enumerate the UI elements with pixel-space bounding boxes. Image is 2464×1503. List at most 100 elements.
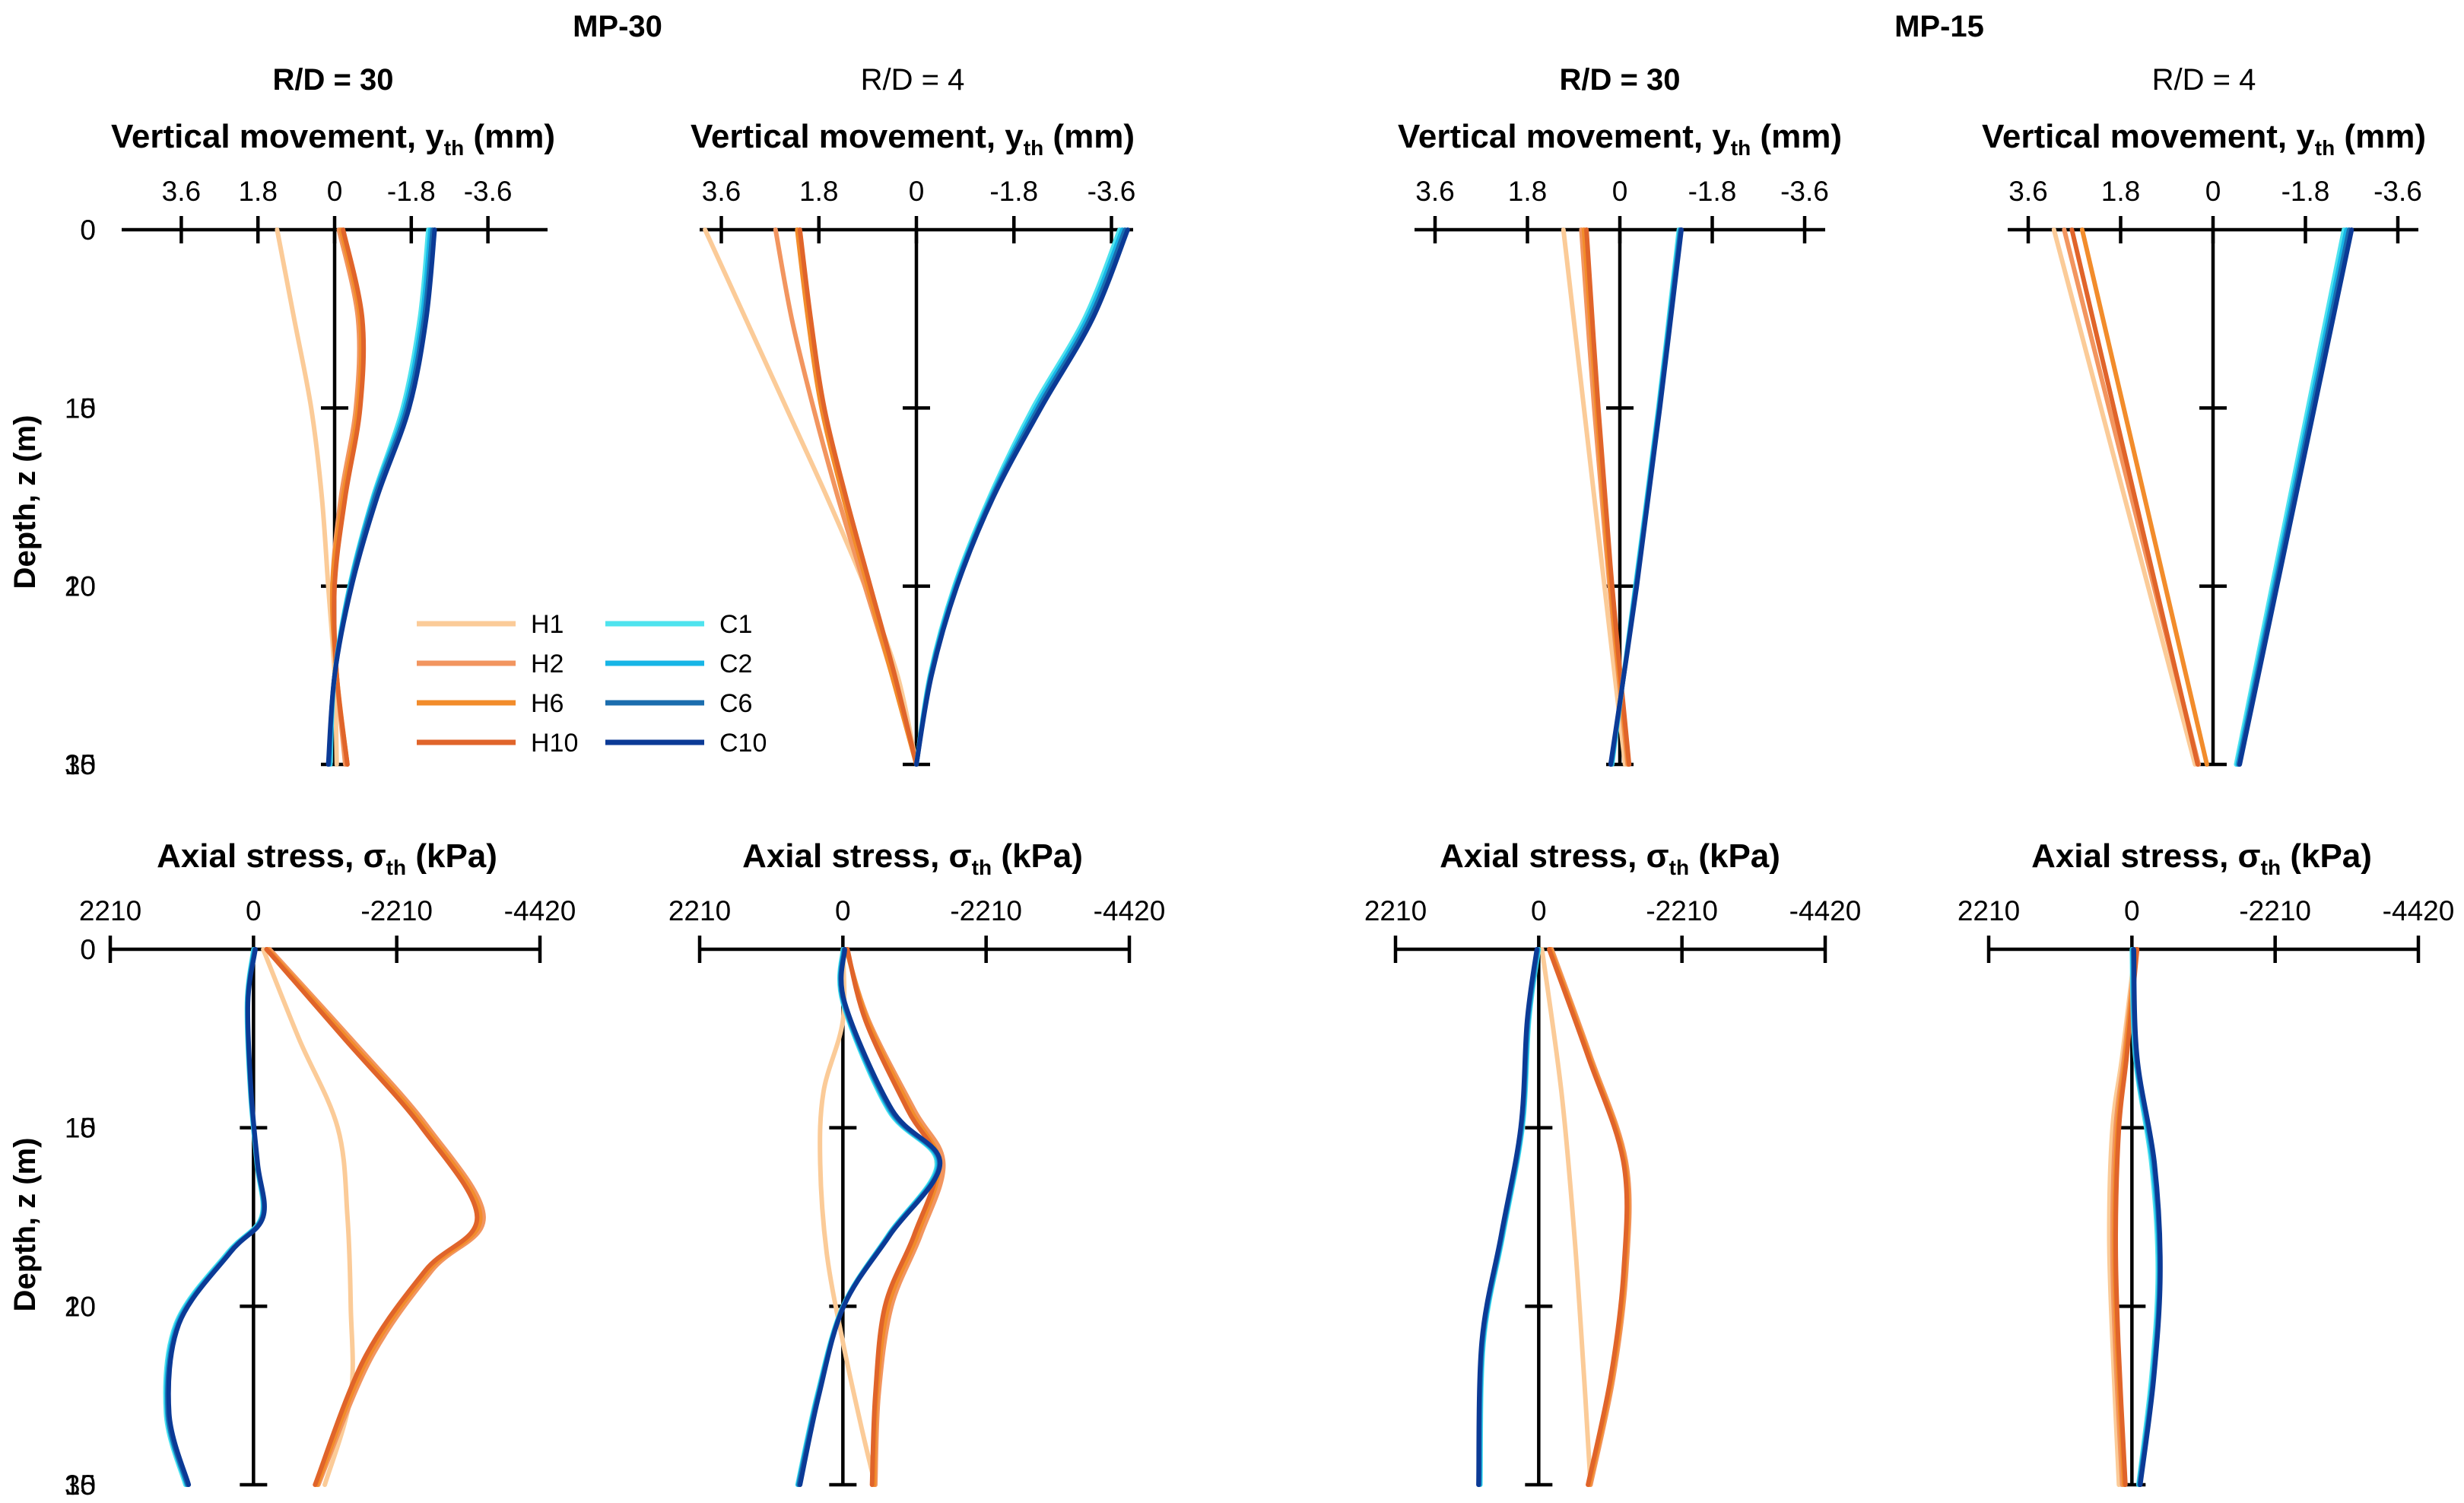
y-tick-label: 15 — [65, 749, 96, 780]
x-tick-label: 0 — [835, 895, 851, 926]
x-tick-label: -2210 — [2239, 895, 2311, 926]
series-line-c10 — [166, 947, 267, 1487]
panel-subtitle: R/D = 30 — [1560, 63, 1681, 97]
y-tick-label: 0 — [80, 214, 96, 246]
panel-subtitle: R/D = 30 — [273, 63, 394, 97]
y-tick-label: 30 — [65, 749, 96, 780]
y-tick-label: 10 — [65, 1113, 96, 1144]
series-line-c10 — [2237, 227, 2354, 767]
series-line-h6 — [1548, 947, 1630, 1487]
x-tick-label: 1.8 — [1508, 176, 1547, 207]
y-tick-label: 10 — [65, 571, 96, 602]
x-axis-label: Vertical movement, yth (mm) — [691, 118, 1135, 160]
series-line-c10 — [1608, 227, 1684, 767]
series-line-h10 — [797, 227, 919, 767]
x-tick-label: -2210 — [950, 895, 1022, 926]
series-line-c10 — [1476, 947, 1539, 1487]
series-line-h10 — [845, 947, 939, 1487]
series-line-h1 — [1561, 227, 1627, 767]
group-title-mp15: MP-15 — [1894, 10, 1984, 43]
y-axis-label-bottom: Depth, z (m) — [8, 1138, 42, 1312]
y-tick-label: 10 — [65, 1291, 96, 1322]
x-tick-label: 0 — [327, 176, 343, 207]
y-tick-label: 15 — [65, 1470, 96, 1501]
x-tick-label: 1.8 — [2101, 176, 2140, 207]
x-tick-label: 0 — [2205, 176, 2221, 207]
x-axis-label: Vertical movement, yth (mm) — [111, 118, 555, 160]
panel-1: R/D = 30 Vertical movement, yth (mm) 3.6 1.… — [65, 63, 555, 780]
x-tick-label: -3.6 — [1088, 176, 1136, 207]
series-line-h10 — [2069, 227, 2200, 767]
series-line-c10 — [325, 227, 437, 767]
y-tick-label: 0 — [80, 934, 96, 965]
series-line-h1 — [703, 227, 919, 767]
series-line-h1 — [1539, 947, 1593, 1487]
x-tick-label: 3.6 — [2008, 176, 2047, 207]
x-tick-label: 2210 — [668, 895, 731, 926]
x-tick-label: 0 — [1531, 895, 1547, 926]
series-line-c10 — [914, 227, 1130, 767]
series-line-h1 — [2051, 227, 2198, 767]
y-tick-label: 20 — [65, 571, 96, 602]
panel-2: R/D = 4 Vertical movement, yth (mm) 3.6 1.8… — [691, 63, 1136, 767]
series-line-h10 — [1547, 947, 1630, 1487]
series-line-c10 — [2131, 947, 2163, 1487]
x-tick-label: 0 — [2124, 895, 2140, 926]
legend-label-c1: C1 — [719, 610, 752, 639]
panels: R/D = 30 Vertical movement, yth (mm) 3.6 1.… — [65, 63, 2454, 1501]
legend-label-h1: H1 — [531, 610, 564, 639]
legend-label-h10: H10 — [531, 729, 578, 758]
y-tick-label: 30 — [65, 1470, 96, 1501]
series-line-c2 — [1477, 947, 1541, 1487]
x-tick-label: 0 — [1612, 176, 1628, 207]
x-tick-label: -1.8 — [989, 176, 1038, 207]
series-line-h6 — [795, 227, 919, 767]
x-tick-label: 1.8 — [238, 176, 277, 207]
x-tick-label: 0 — [909, 176, 925, 207]
series-line-h2 — [1549, 947, 1632, 1487]
x-tick-label: -3.6 — [1780, 176, 1829, 207]
series-line-h6 — [2079, 227, 2209, 767]
panel-4: R/D = 4 Vertical movement, yth (mm) 3.6 1.8… — [1982, 63, 2426, 767]
x-tick-label: 1.8 — [799, 176, 838, 207]
group-title-mp30: MP-30 — [573, 10, 662, 43]
series-line-h10 — [2113, 947, 2140, 1487]
x-tick-label: -4420 — [1094, 895, 1166, 926]
panel-8: Axial stress, σth (kPa) 2210 0 -2210 -4420 — [1958, 837, 2455, 1487]
y-tick-label: 10 — [65, 392, 96, 424]
panel-5: Axial stress, σth (kPa) 2210 0 -2210 -4420 0 1… — [65, 837, 576, 1501]
legend-label-c2: C2 — [719, 650, 752, 678]
x-axis-label: Axial stress, σth (kPa) — [742, 837, 1083, 879]
x-tick-label: -1.8 — [2281, 176, 2330, 207]
series-line-h2 — [267, 947, 486, 1487]
series-line-c6 — [914, 227, 1128, 767]
x-tick-label: 3.6 — [1415, 176, 1454, 207]
x-tick-label: -2210 — [360, 895, 433, 926]
x-tick-label: 3.6 — [162, 176, 201, 207]
y-tick-label: 0 — [80, 934, 96, 965]
legend-label-c10: C10 — [719, 729, 767, 758]
x-axis-label: Axial stress, σth (kPa) — [1440, 837, 1780, 879]
series-line-h10 — [332, 227, 367, 767]
x-tick-label: 2210 — [1364, 895, 1427, 926]
x-tick-label: -2210 — [1646, 895, 1718, 926]
y-tick-label: 5 — [80, 1113, 96, 1144]
series-line-h1 — [818, 947, 878, 1487]
legend: H1 H2 H6 H10 C1 C2 C6 C10 — [417, 610, 767, 758]
panel-subtitle: R/D = 4 — [2152, 63, 2256, 97]
x-tick-label: 0 — [246, 895, 262, 926]
series-line-h2 — [843, 947, 946, 1487]
x-tick-label: -1.8 — [1688, 176, 1737, 207]
legend-label-h2: H2 — [531, 650, 564, 678]
series-line-h6 — [844, 947, 941, 1487]
panel-6: Axial stress, σth (kPa) 2210 0 -2210 -4420 — [668, 837, 1166, 1487]
x-tick-label: -3.6 — [464, 176, 513, 207]
x-tick-label: -4420 — [2383, 895, 2455, 926]
series-line-h1 — [275, 227, 339, 767]
series-line-c10 — [798, 947, 943, 1487]
x-tick-label: -4420 — [504, 895, 576, 926]
x-tick-label: -4420 — [1789, 895, 1862, 926]
x-axis-label: Vertical movement, yth (mm) — [1398, 118, 1842, 160]
y-tick-label: 5 — [80, 392, 96, 424]
x-tick-label: 2210 — [1958, 895, 2020, 926]
